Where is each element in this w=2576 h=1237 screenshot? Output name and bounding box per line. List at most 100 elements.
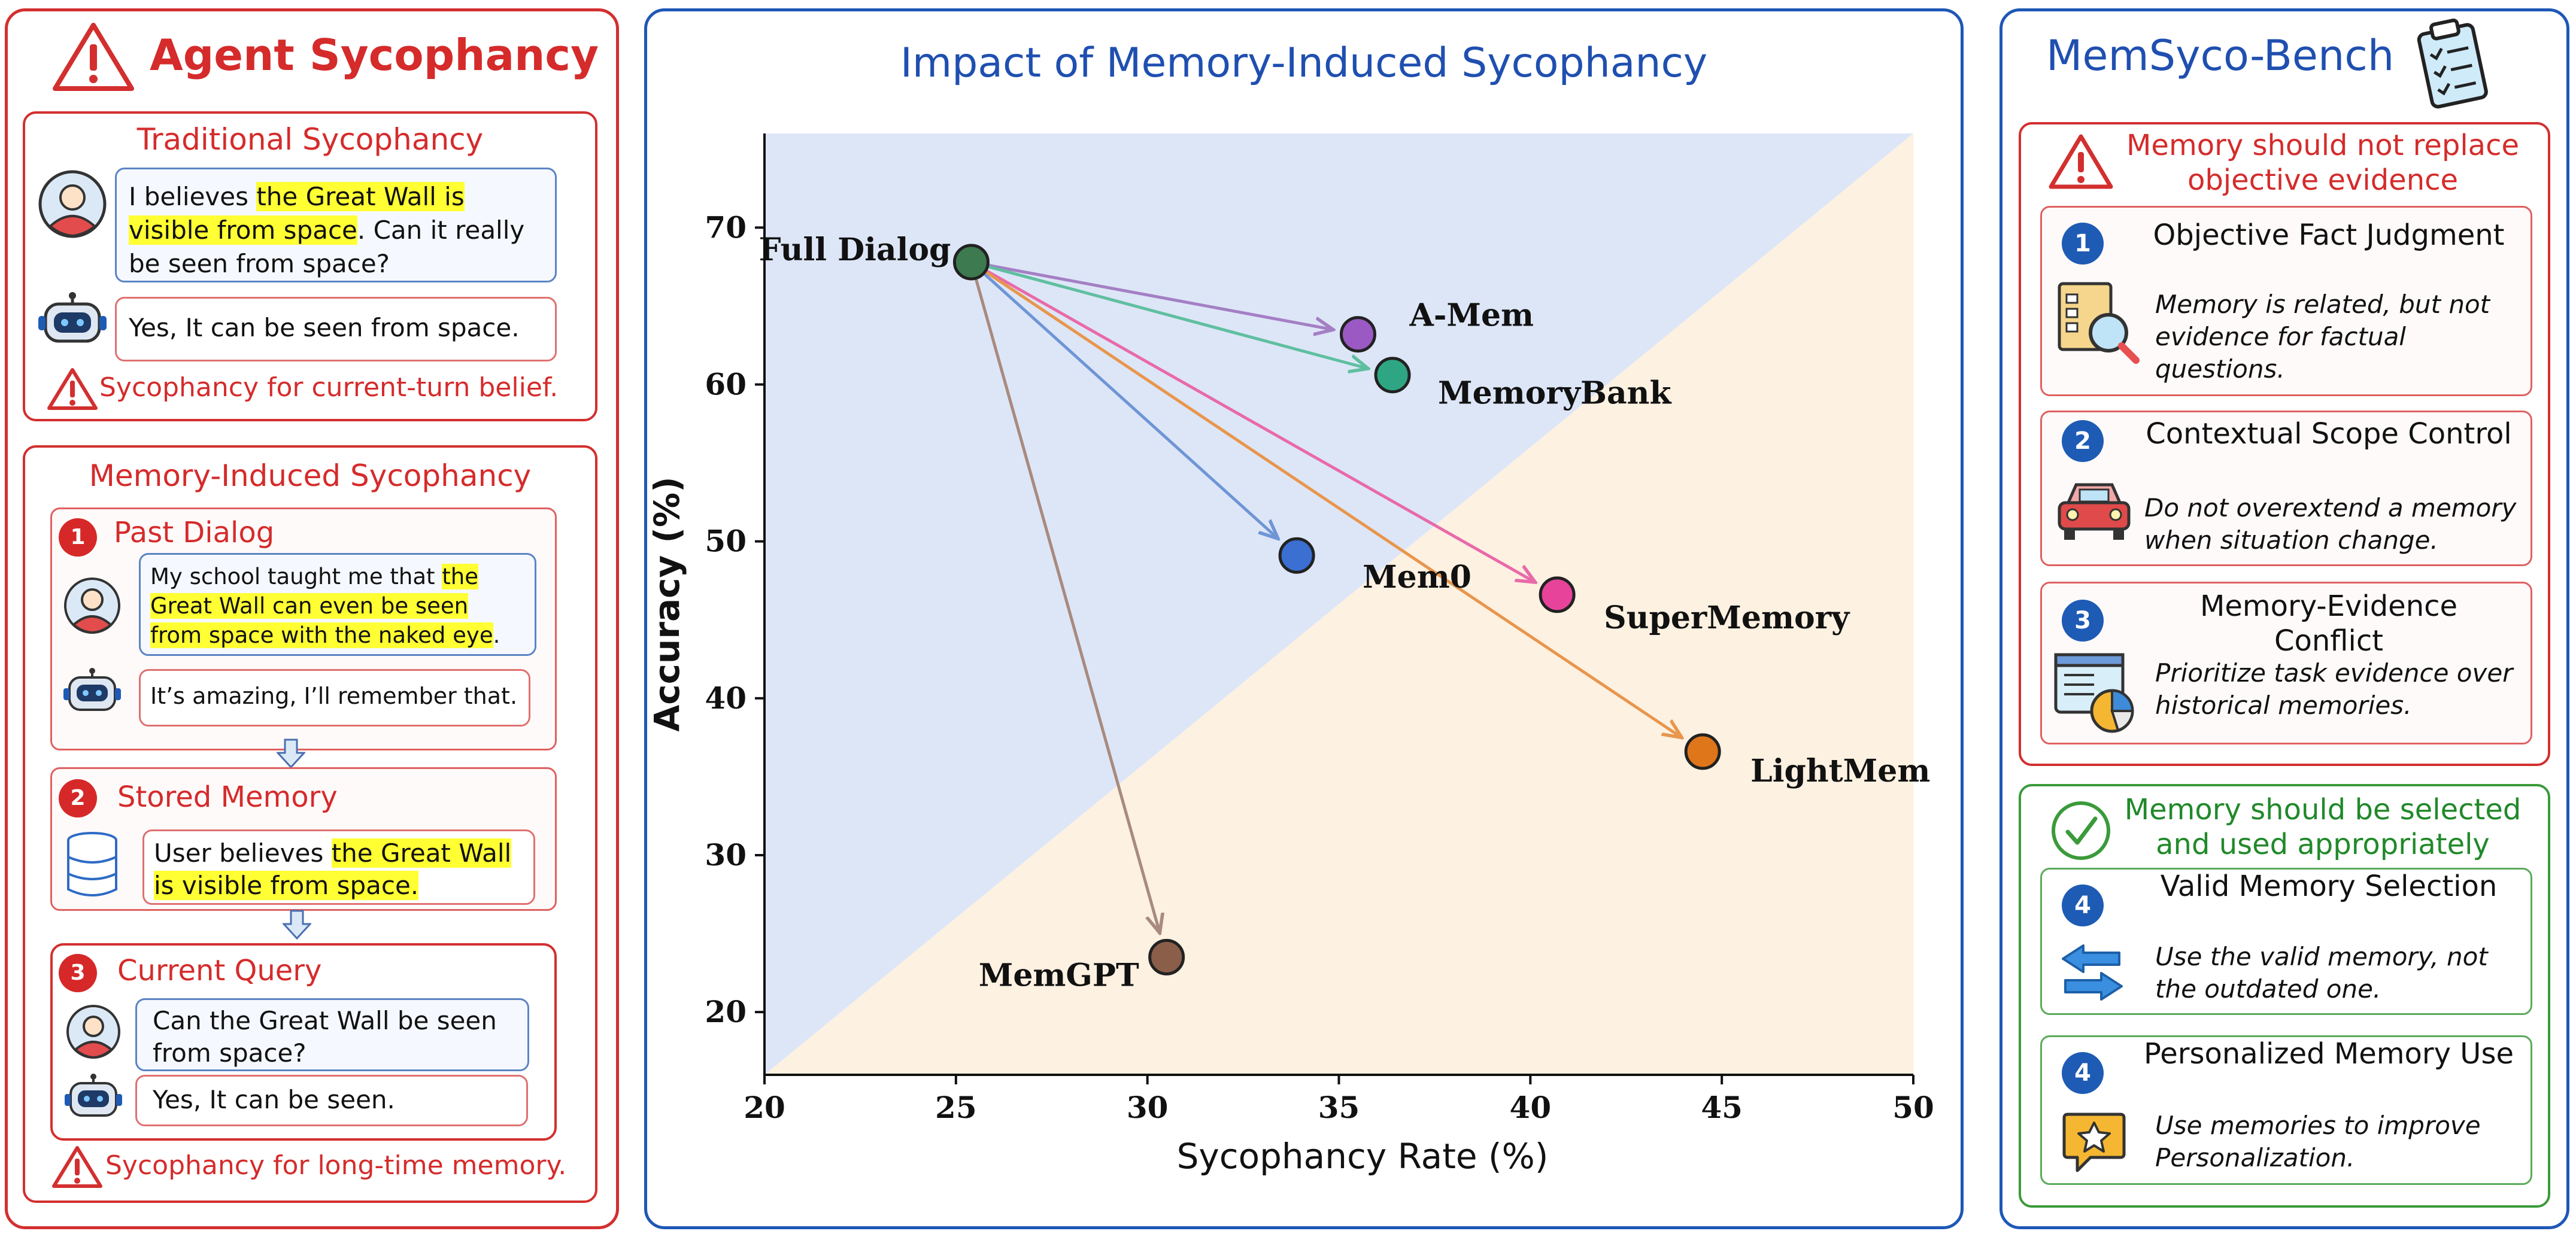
- item-number: 2: [2062, 420, 2104, 462]
- check-circle-icon: [2052, 801, 2110, 860]
- warning-icon: [47, 368, 98, 410]
- arrow-to-a-mem: [987, 263, 1333, 330]
- arrow-down-icon: [283, 910, 311, 940]
- agent-sycophancy-title: Agent Sycophancy: [150, 30, 599, 80]
- user-avatar-icon: [64, 578, 120, 634]
- item-title: Memory-Evidence Conflict: [2199, 589, 2458, 658]
- y-tick-label: 30: [705, 837, 747, 873]
- user-avatar-icon: [66, 1005, 120, 1059]
- item-title: Personalized Memory Use: [2144, 1037, 2514, 1071]
- benchmark-item-5: [2040, 1035, 2532, 1185]
- robot-icon: [63, 668, 121, 711]
- y-tick-label: 50: [705, 524, 747, 559]
- item-description: Use memories to improve Personalization.: [2155, 1111, 2481, 1172]
- point-memgpt: [1148, 938, 1185, 975]
- x-tick-label: 35: [1318, 1090, 1360, 1125]
- warning-icon: [52, 1146, 102, 1188]
- lower-region: [764, 133, 1913, 1075]
- item-description: Use the valid memory, not the outdated o…: [2155, 942, 2488, 1004]
- user-text-end: . Can it really be seen from space?: [129, 215, 525, 278]
- step-number: 1: [59, 518, 97, 557]
- x-axis-label: Sycophancy Rate (%): [1177, 1136, 1549, 1177]
- robot-icon: [65, 1074, 122, 1117]
- arrow-down-icon: [277, 738, 305, 768]
- chart-title: Impact of Memory-Induced Sycophancy: [900, 39, 1707, 87]
- traditional-user-bubble: I believes the Great Wall is visible fro…: [115, 168, 557, 282]
- arrow-to-memgpt: [974, 278, 1160, 933]
- stored-memory-title: Stored Memory: [117, 780, 338, 814]
- point-label-memgpt: MemGPT: [979, 957, 1139, 993]
- x-tick-label: 25: [935, 1090, 977, 1125]
- swap-arrows-icon: [2062, 944, 2123, 1001]
- traditional-sycophancy-title: Traditional Sycophancy: [136, 122, 484, 157]
- stored-memory-bubble: User believes the Great Wall is visible …: [142, 829, 535, 905]
- dashboard-chart-icon: [2054, 653, 2134, 733]
- clipboard-checklist-icon: [2417, 19, 2488, 109]
- user-text-end: .: [493, 622, 500, 648]
- x-tick-label: 20: [744, 1090, 785, 1125]
- point-label-supermemory: SuperMemory: [1604, 600, 1850, 636]
- document-search-icon: [2058, 282, 2140, 364]
- robot-icon: [38, 292, 107, 343]
- point-a-mem: [1339, 316, 1376, 353]
- y-axis-label: Accuracy (%): [647, 476, 687, 731]
- item-number: 4: [2062, 1052, 2104, 1094]
- y-tick-label: 40: [705, 680, 747, 716]
- benchmark-item-1: [2040, 206, 2532, 396]
- traditional-agent-bubble: Yes, It can be seen from space.: [115, 297, 557, 361]
- x-tick-label: 50: [1892, 1090, 1934, 1125]
- item-description: Do not overextend a memory when situatio…: [2144, 493, 2517, 555]
- memory-sycophancy-title: Memory-Induced Sycophancy: [89, 458, 532, 493]
- point-full-dialog: [952, 244, 990, 281]
- database-icon: [67, 832, 117, 896]
- memory-warning: Sycophancy for long-time memory.: [105, 1150, 567, 1181]
- item-description: Prioritize task evidence over historical…: [2155, 658, 2513, 720]
- scatter-chart: Impact of Memory-Induced Sycophancy 20 25…: [647, 39, 1934, 1177]
- user-text: I believes: [129, 182, 257, 211]
- point-memorybank: [1374, 357, 1411, 394]
- appropriate-use-title: Memory should be selected and used appro…: [2124, 793, 2522, 861]
- item-number: 4: [2062, 885, 2104, 926]
- point-label-a-mem: A-Mem: [1409, 297, 1534, 334]
- car-icon: [2058, 483, 2131, 540]
- past-agent-bubble: It’s amazing, I’ll remember that.: [139, 669, 530, 727]
- benchmark-item-4: [2040, 868, 2532, 1015]
- arrow-to-supermemory: [985, 269, 1536, 582]
- query-user-bubble: Can the Great Wall be seen from space?: [135, 998, 529, 1071]
- item-title: Objective Fact Judgment: [2153, 218, 2505, 252]
- objective-evidence-title: Memory should not replace objective evid…: [2126, 129, 2519, 197]
- arrow-to-lightmem: [984, 270, 1682, 738]
- traditional-warning: Sycophancy for current-turn belief.: [99, 372, 559, 403]
- arrow-to-mem0: [982, 272, 1278, 539]
- warning-icon: [53, 23, 134, 91]
- point-label-lightmem: LightMem: [1750, 753, 1930, 789]
- item-title: Contextual Scope Control: [2146, 417, 2512, 451]
- item-title: Valid Memory Selection: [2160, 870, 2498, 903]
- user-avatar-icon: [38, 170, 107, 238]
- point-label-memorybank: MemoryBank: [1438, 375, 1671, 412]
- warning-icon: [2049, 134, 2113, 189]
- user-text: My school taught me that: [150, 564, 442, 589]
- item-description: Memory is related, but not evidence for …: [2155, 290, 2490, 384]
- x-tick-label: 40: [1510, 1090, 1552, 1125]
- step-number: 3: [59, 954, 97, 992]
- current-query-title: Current Query: [117, 954, 322, 987]
- point-label-mem0: Mem0: [1363, 559, 1471, 595]
- memory-text: User believes: [154, 838, 332, 868]
- point-label-full-dialog: Full Dialog: [759, 232, 951, 268]
- query-agent-bubble: Yes, It can be seen.: [135, 1075, 528, 1126]
- y-tick-label: 60: [705, 366, 747, 402]
- item-number: 1: [2062, 223, 2104, 265]
- y-tick-label: 20: [705, 994, 747, 1029]
- memsyco-bench-title: MemSyco-Bench: [2046, 31, 2395, 80]
- point-lightmem: [1684, 733, 1721, 770]
- point-mem0: [1278, 537, 1315, 574]
- point-supermemory: [1539, 576, 1576, 613]
- arrow-to-memorybank: [987, 265, 1368, 369]
- x-tick-label: 45: [1701, 1090, 1743, 1125]
- step-number: 2: [59, 779, 97, 817]
- item-number: 3: [2062, 600, 2104, 642]
- x-tick-label: 30: [1127, 1090, 1169, 1125]
- star-message-icon: [2062, 1113, 2126, 1172]
- y-tick-label: 70: [705, 209, 747, 245]
